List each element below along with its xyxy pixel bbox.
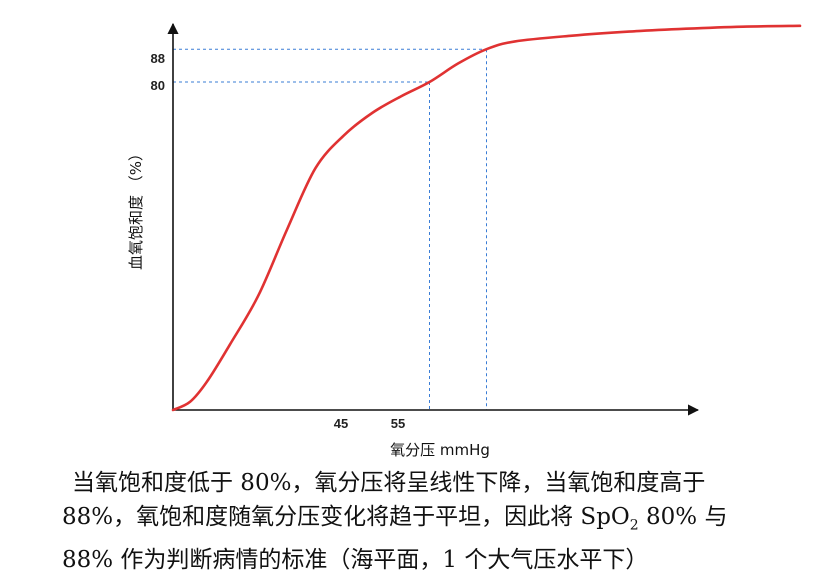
caption-line-3: 88% 作为判断病情的标准（海平面，1 个大气压水平下） bbox=[62, 546, 649, 573]
oxygen-dissociation-chart: 88 80 45 55 氧分压 mmHg 血氧饱和度 （%） bbox=[127, 22, 802, 459]
y-axis-title: 血氧饱和度 （%） bbox=[127, 146, 145, 270]
y-tick-88: 88 bbox=[151, 51, 165, 66]
x-axis-title: 氧分压 mmHg bbox=[390, 441, 490, 459]
x-tick-45: 45 bbox=[334, 416, 348, 431]
caption-line-2-text: 88%，氧饱和度随氧分压变化将趋于平坦，因此将 SpO bbox=[62, 504, 630, 530]
caption-subscript: 2 bbox=[629, 517, 639, 534]
caption: 当氧饱和度低于 80%，氧分压将呈线性下降，当氧饱和度高于 88%，氧饱和度随氧… bbox=[62, 466, 807, 577]
reference-lines bbox=[173, 48, 487, 410]
caption-line-2: 88%，氧饱和度随氧分压变化将趋于平坦，因此将 SpO2 80% 与 bbox=[62, 500, 807, 543]
saturation-curve bbox=[171, 24, 802, 412]
x-tick-55: 55 bbox=[391, 416, 405, 431]
caption-line-1: 当氧饱和度低于 80%，氧分压将呈线性下降，当氧饱和度高于 bbox=[72, 470, 706, 496]
caption-line-2-end: 80% 与 bbox=[638, 504, 728, 530]
y-tick-80: 80 bbox=[151, 78, 165, 93]
